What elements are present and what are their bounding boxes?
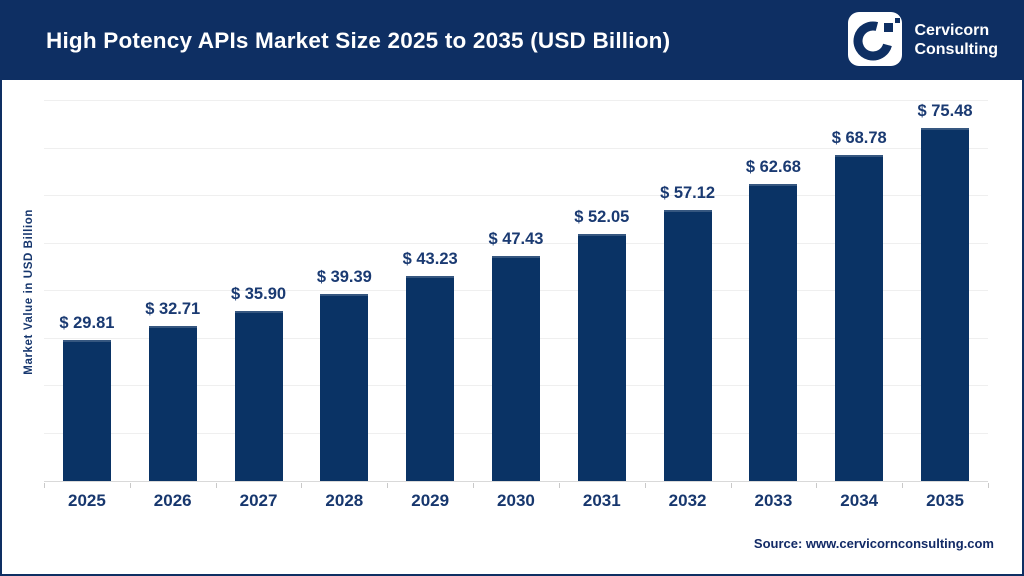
x-axis-tick <box>902 483 904 488</box>
x-axis-label: 2034 <box>840 491 879 510</box>
bar-group: $ 32.71 <box>130 102 216 481</box>
cervicorn-logo-icon <box>848 11 903 71</box>
x-axis-labels: 2025 2026 2027 2028 2029 2030 2031 2032 2033 2034… <box>44 491 988 511</box>
header-bar: High Potency APIs Market Size 2025 to 20… <box>2 2 1022 80</box>
bar-value-label: $ 57.12 <box>660 184 716 203</box>
x-axis-tick <box>129 483 131 488</box>
bar-group: $ 43.23 <box>387 102 473 481</box>
brand-name-line1: Cervicorn <box>914 22 990 40</box>
gridline <box>44 147 988 149</box>
x-axis-label: 2027 <box>239 491 278 510</box>
source-text: Source: www.cervicornconsulting.com <box>753 536 994 551</box>
bar <box>320 294 369 481</box>
bar-value-label: $ 68.78 <box>831 129 887 148</box>
bar-value-label: $ 32.71 <box>145 300 201 319</box>
x-axis-label: 2029 <box>411 491 450 510</box>
x-axis-label: 2025 <box>67 491 106 510</box>
x-axis-tick <box>301 483 303 488</box>
bar-value-label: $ 29.81 <box>59 313 115 332</box>
bar <box>148 326 197 481</box>
bar <box>835 155 884 481</box>
x-axis-tick <box>988 483 989 488</box>
bar-group: $ 57.12 <box>645 102 731 481</box>
y-axis-title: Market Value in USD Billion <box>16 102 42 482</box>
bar <box>234 310 283 481</box>
bar-group: $ 75.48 <box>902 102 988 481</box>
brand-name: Cervicorn Consulting <box>914 22 998 60</box>
gridline <box>44 242 988 244</box>
bar <box>62 339 111 481</box>
plot-area: $ 29.81 $ 32.71 $ 35.90 $ 39.39 $ 43.23 $ 47.… <box>44 100 988 482</box>
bar-value-label: $ 62.68 <box>745 158 801 177</box>
bar-value-label: $ 39.39 <box>316 268 372 287</box>
bars-container: $ 29.81 $ 32.71 $ 35.90 $ 39.39 $ 43.23 $ 47.… <box>44 102 988 481</box>
x-axis-tick <box>44 483 45 488</box>
bar <box>577 234 626 481</box>
x-axis-ticks <box>44 483 989 489</box>
x-axis-tick <box>816 483 818 488</box>
bar-group: $ 68.78 <box>816 102 902 481</box>
y-axis-title-text: Market Value in USD Billion <box>23 209 35 375</box>
x-axis-tick <box>644 483 646 488</box>
bar-value-label: $ 52.05 <box>574 208 630 227</box>
bar-value-label: $ 35.90 <box>231 284 287 303</box>
x-axis-tick <box>473 483 475 488</box>
x-axis-label: 2032 <box>668 491 707 510</box>
x-axis-tick <box>215 483 217 488</box>
gridline <box>44 195 988 196</box>
bar <box>921 128 970 481</box>
x-axis-tick <box>558 483 560 488</box>
gridline <box>44 100 988 101</box>
bar-group: $ 35.90 <box>216 102 302 481</box>
x-axis-tick <box>730 483 732 488</box>
bar-group: $ 62.68 <box>731 102 817 481</box>
bar-group: $ 47.43 <box>473 102 559 481</box>
brand-logo: Cervicorn Consulting <box>848 11 998 71</box>
bar <box>749 184 798 481</box>
bar-value-label: $ 43.23 <box>402 250 458 269</box>
bar-group: $ 39.39 <box>301 102 387 481</box>
x-axis-label: 2033 <box>754 491 793 510</box>
x-axis-label: 2028 <box>325 491 364 510</box>
x-axis-tick <box>387 483 389 488</box>
bar-group: $ 29.81 <box>44 102 130 481</box>
x-axis-label: 2031 <box>582 491 621 510</box>
x-axis-label: 2035 <box>926 491 964 510</box>
bar-group: $ 52.05 <box>559 102 645 481</box>
chart-title: High Potency APIs Market Size 2025 to 20… <box>46 28 671 53</box>
bar <box>491 256 540 481</box>
x-axis-label: 2030 <box>497 491 535 510</box>
bar-value-label: $ 47.43 <box>488 230 544 249</box>
bar <box>663 210 712 481</box>
x-axis-label: 2026 <box>153 491 192 510</box>
brand-name-line2: Consulting <box>914 41 998 58</box>
bar <box>406 276 455 481</box>
bar-value-label: $ 75.48 <box>917 102 973 120</box>
